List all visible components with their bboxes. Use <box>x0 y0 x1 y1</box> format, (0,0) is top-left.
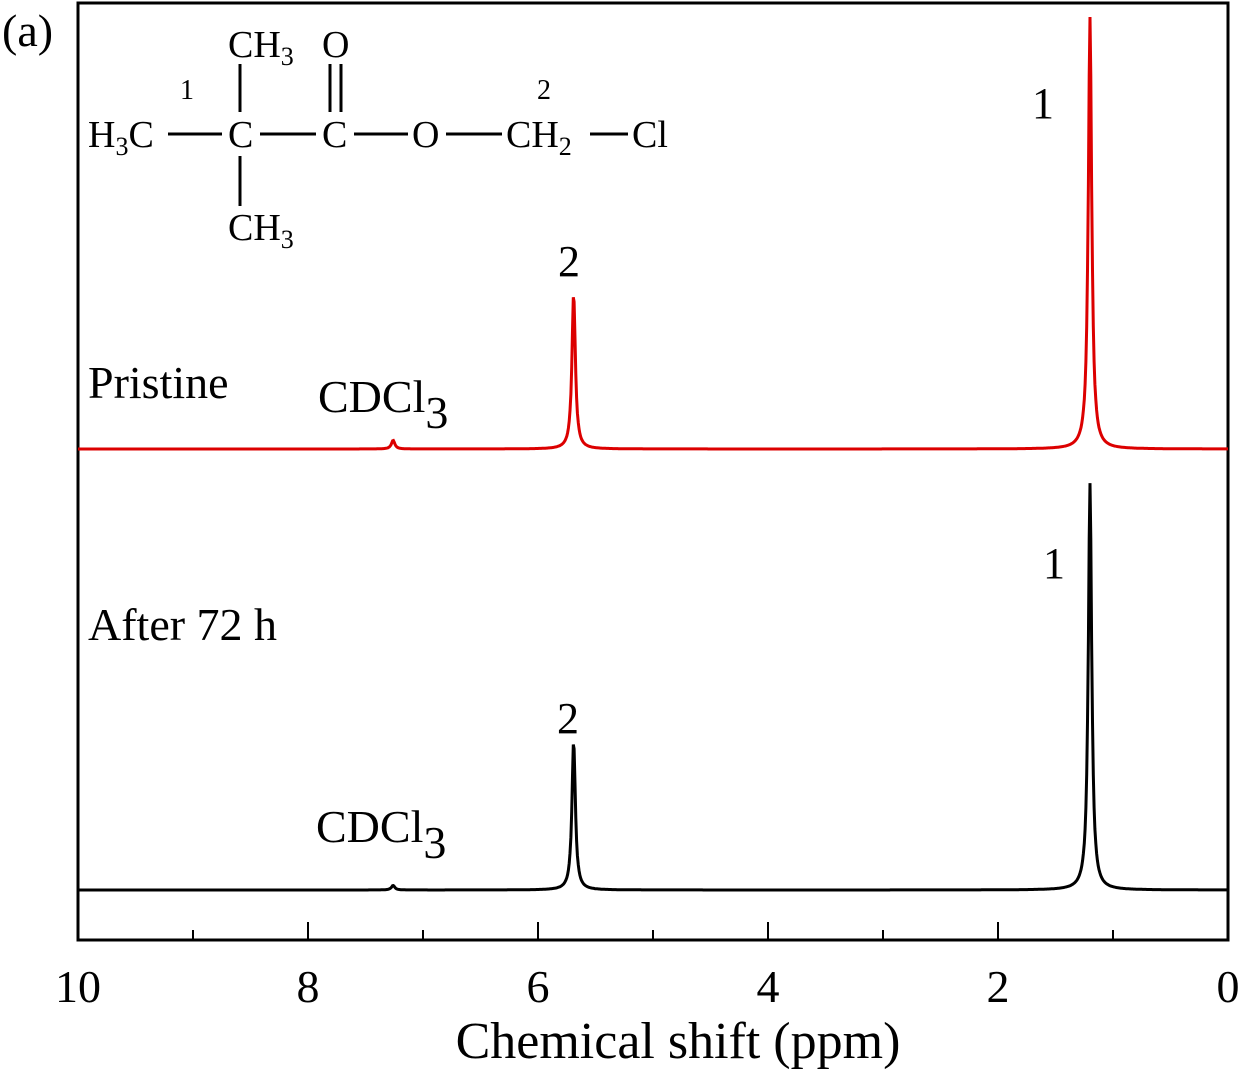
peak-label-after-1: 1 <box>1043 539 1065 588</box>
structure-ch2: CH2 <box>506 114 572 161</box>
structure-ch3-bottom: CH3 <box>228 207 294 254</box>
structure-position-1: 1 <box>180 75 194 106</box>
structure-ester-oxygen: O <box>412 114 439 156</box>
x-axis-ticks: 10 8 6 4 2 0 <box>55 922 1240 1012</box>
panel-label: (a) <box>2 5 53 56</box>
structure-quaternary-carbon: C <box>228 114 253 156</box>
x-tick-label: 0 <box>1217 961 1240 1012</box>
structure-oxygen-carbonyl: O <box>322 24 349 66</box>
series-label-after: After 72 h <box>88 599 277 650</box>
peak-label-pristine-2: 2 <box>558 237 580 286</box>
structure-position-2: 2 <box>537 75 551 106</box>
series-label-pristine: Pristine <box>88 357 229 408</box>
structure-ch3-top: CH3 <box>228 24 294 71</box>
structure-chlorine: Cl <box>632 114 668 156</box>
x-tick-label: 10 <box>55 961 101 1012</box>
structure-carbonyl-carbon: C <box>322 114 347 156</box>
spectrum-after-72h <box>78 483 1228 892</box>
peak-label-after-cdcl3: CDCl3 <box>316 801 446 868</box>
spectrum-pristine <box>78 16 1228 451</box>
structure-h3c: H3C <box>88 114 154 161</box>
chemical-structure: 1 2 CH3 O H3C C C O CH2 Cl CH3 <box>88 24 668 254</box>
x-tick-label: 8 <box>297 961 320 1012</box>
peak-label-pristine-1: 1 <box>1032 79 1054 128</box>
peak-label-pristine-cdcl3: CDCl3 <box>318 371 448 438</box>
peak-label-after-2: 2 <box>557 694 579 743</box>
x-axis-label: Chemical shift (ppm) <box>456 1013 901 1070</box>
x-tick-label: 6 <box>527 961 550 1012</box>
x-tick-label: 2 <box>987 961 1010 1012</box>
x-tick-label: 4 <box>757 961 780 1012</box>
